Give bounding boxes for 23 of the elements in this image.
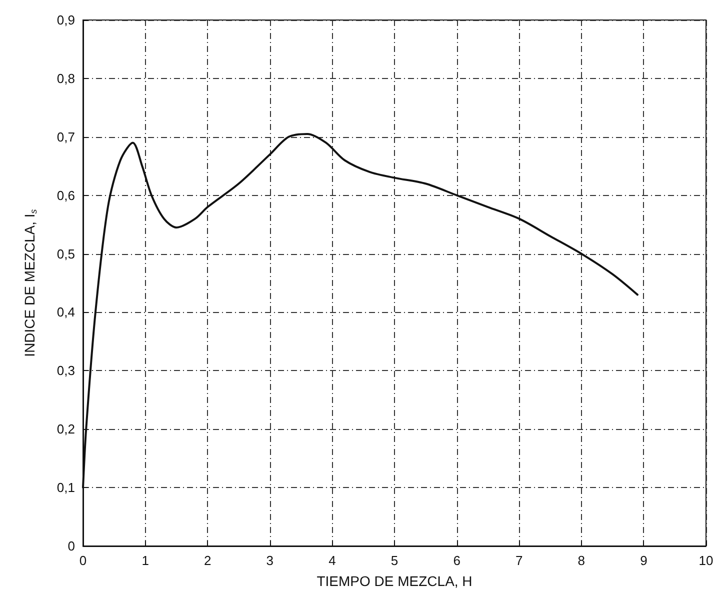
- y-tick-label: 0,2: [56, 422, 75, 437]
- y-tick-label: 0,4: [56, 304, 75, 320]
- y-tick-label: 0,1: [56, 480, 75, 496]
- x-axis-title: TIEMPO DE MEZCLA, H: [316, 573, 472, 589]
- y-tick-label: 0,8: [56, 70, 75, 86]
- y-tick-label: 0,5: [56, 246, 75, 262]
- x-tick-label: 9: [640, 553, 648, 568]
- x-tick-label: 4: [328, 553, 336, 568]
- y-tick-label: 0,7: [56, 129, 75, 144]
- x-tick-label: 5: [390, 553, 398, 568]
- y-tick-label: 0,6: [56, 188, 75, 203]
- y-tick-label: 0,3: [56, 363, 75, 378]
- y-tick-label: 0: [68, 538, 75, 554]
- y-tick-label: 0,9: [56, 12, 75, 28]
- x-tick-label: 1: [142, 553, 149, 568]
- x-tick-label: 6: [453, 553, 460, 568]
- x-tick-label: 2: [204, 553, 212, 568]
- x-tick-label: 0: [79, 553, 87, 568]
- x-tick-label: 3: [266, 553, 274, 568]
- x-tick-label: 10: [698, 553, 714, 568]
- x-tick-label: 8: [578, 553, 586, 568]
- x-tick-label: 7: [515, 553, 523, 568]
- y-axis-title: INDICE DE MEZCLA, Is: [22, 208, 38, 357]
